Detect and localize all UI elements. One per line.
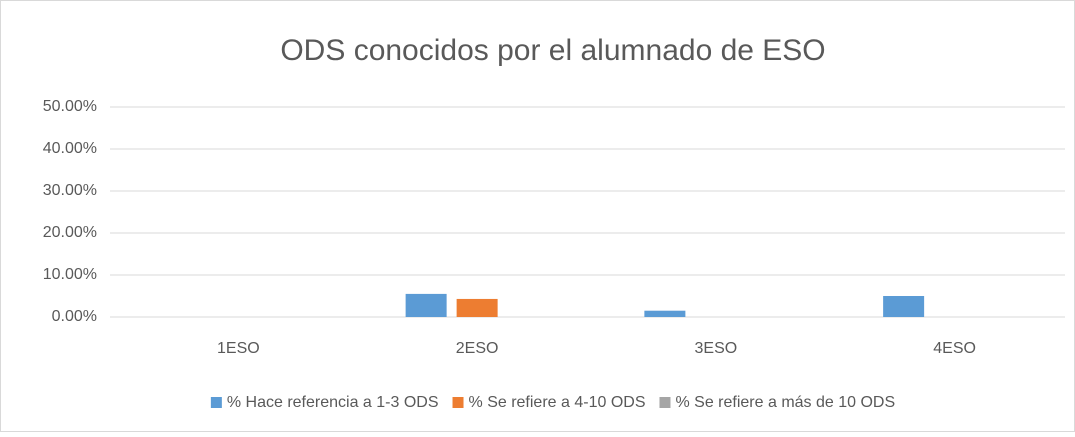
legend-swatch bbox=[210, 397, 222, 408]
legend-swatch bbox=[452, 397, 464, 408]
chart-title: ODS conocidos por el alumnado de ESO bbox=[280, 34, 825, 67]
y-tick-label: 50.00% bbox=[43, 98, 97, 115]
bar bbox=[405, 293, 447, 317]
x-tick-label: 2ESO bbox=[456, 340, 499, 357]
legend-label: % Se refiere a 4-10 ODS bbox=[469, 394, 646, 411]
x-tick-label: 4ESO bbox=[933, 340, 976, 357]
y-tick-label: 30.00% bbox=[43, 182, 97, 199]
legend-swatch bbox=[659, 397, 671, 408]
bar bbox=[644, 310, 686, 317]
legend-label: % Se refiere a más de 10 ODS bbox=[675, 394, 895, 411]
x-tick-label: 1ESO bbox=[217, 340, 260, 357]
y-tick-label: 10.00% bbox=[43, 266, 97, 283]
legend-label: % Hace referencia a 1-3 ODS bbox=[227, 394, 439, 411]
x-tick-label: 3ESO bbox=[695, 340, 738, 357]
bar bbox=[883, 296, 925, 317]
y-tick-label: 20.00% bbox=[43, 224, 97, 241]
y-tick-label: 40.00% bbox=[43, 140, 97, 157]
y-tick-label: 0.00% bbox=[52, 308, 97, 325]
bar bbox=[456, 298, 498, 317]
